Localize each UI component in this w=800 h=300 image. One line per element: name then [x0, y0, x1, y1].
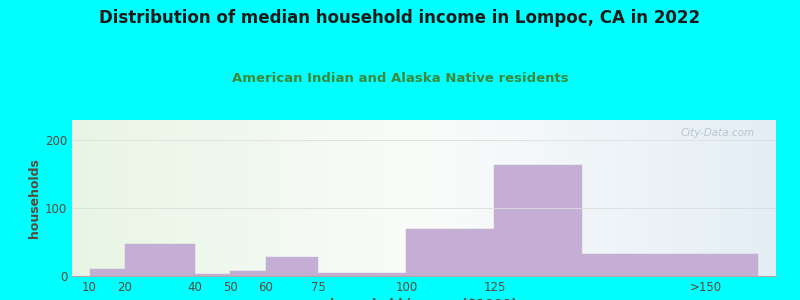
Text: City-Data.com: City-Data.com	[681, 128, 755, 138]
Bar	[230, 271, 266, 276]
Bar	[125, 244, 195, 276]
Bar	[195, 274, 230, 276]
Bar	[582, 254, 758, 276]
Bar	[266, 257, 318, 276]
X-axis label: household income ($1000): household income ($1000)	[330, 298, 518, 300]
Text: American Indian and Alaska Native residents: American Indian and Alaska Native reside…	[232, 72, 568, 85]
Text: Distribution of median household income in Lompoc, CA in 2022: Distribution of median household income …	[99, 9, 701, 27]
Bar	[494, 165, 582, 276]
Bar	[90, 269, 125, 276]
Bar	[406, 229, 494, 276]
Y-axis label: households: households	[28, 158, 41, 238]
Bar	[318, 273, 406, 276]
